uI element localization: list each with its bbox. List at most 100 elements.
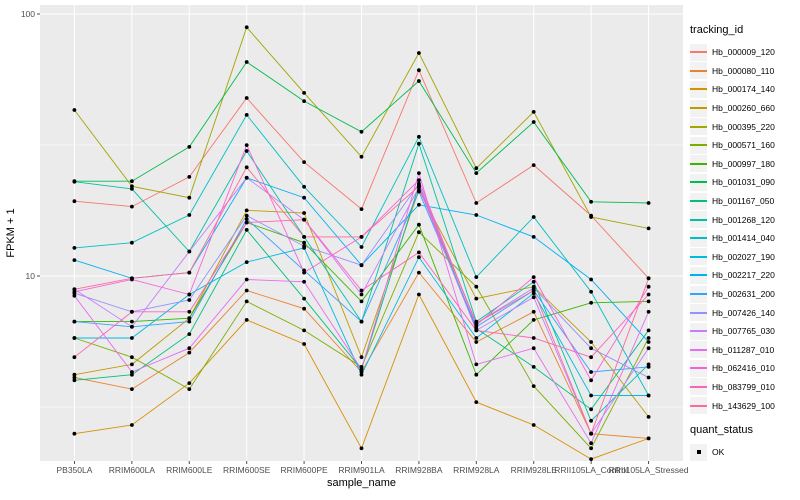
data-point <box>187 350 192 355</box>
data-point <box>531 110 536 114</box>
data-point <box>244 277 249 282</box>
legend-key-swatch <box>690 136 707 154</box>
data-point <box>130 240 134 245</box>
data-point <box>302 195 306 200</box>
data-point <box>417 184 421 189</box>
legend-key-line-icon <box>690 69 707 72</box>
data-point <box>646 393 651 398</box>
data-point <box>589 355 593 360</box>
data-point <box>130 204 134 209</box>
data-point <box>244 143 249 148</box>
legend-item: Hb_001414_040 <box>690 229 798 248</box>
data-point <box>359 319 364 324</box>
legend-key-line-icon <box>690 385 707 388</box>
data-point <box>531 235 536 239</box>
data-point <box>531 309 536 314</box>
data-point <box>72 246 77 250</box>
data-point <box>130 184 134 189</box>
data-point <box>646 415 651 419</box>
data-point <box>187 175 192 179</box>
legend-key-line-icon <box>690 162 707 165</box>
data-point <box>187 249 192 254</box>
legend-item-label: Hb_143629_100 <box>712 400 775 411</box>
x-tick-label: RRIM600PE <box>280 465 328 475</box>
quant-legend-title: quant_status <box>690 424 753 436</box>
data-point <box>187 292 192 297</box>
data-point <box>359 263 364 268</box>
data-point <box>531 120 536 124</box>
data-point <box>359 372 364 377</box>
data-point <box>302 160 306 165</box>
data-point <box>72 319 77 324</box>
data-point <box>359 235 364 239</box>
data-point <box>474 328 479 333</box>
legend-item-label: Hb_002631_200 <box>712 289 775 300</box>
legend-item: Hb_000571_160 <box>690 136 798 155</box>
legend-key-line-icon <box>690 218 707 221</box>
legend-key-line-icon <box>690 88 707 91</box>
data-point <box>72 293 77 298</box>
data-point <box>244 165 249 170</box>
data-point <box>130 362 134 367</box>
legend-item: Hb_011287_010 <box>690 341 798 360</box>
legend-item-label: Hb_062416_010 <box>712 363 775 374</box>
data-point <box>531 279 536 284</box>
data-point <box>130 423 134 427</box>
legend-key-line-icon <box>690 144 707 147</box>
data-point <box>417 134 421 139</box>
y-tick-label: 100 <box>21 9 35 19</box>
data-point <box>531 275 536 279</box>
legend-key-line-icon <box>690 404 707 407</box>
data-point <box>646 328 651 333</box>
x-tick-label: RRIM928BA <box>395 465 443 475</box>
legend-item-label: Hb_002027_190 <box>712 251 775 262</box>
data-point <box>589 289 593 294</box>
data-point <box>589 215 593 219</box>
data-point <box>187 332 192 336</box>
legend-key-line-icon <box>690 367 707 370</box>
data-point <box>417 171 421 176</box>
data-point <box>302 240 306 245</box>
data-point <box>359 207 364 212</box>
data-point <box>359 154 364 159</box>
data-point <box>359 129 364 134</box>
data-point <box>130 324 134 329</box>
legend-key-line-icon <box>690 125 707 128</box>
data-point <box>474 372 479 377</box>
data-point <box>474 275 479 279</box>
data-point <box>474 321 479 326</box>
data-point <box>302 279 306 284</box>
data-point <box>244 208 249 213</box>
data-point <box>589 277 593 282</box>
data-point <box>302 342 306 346</box>
data-point <box>72 355 77 360</box>
data-point <box>244 217 249 221</box>
data-point <box>302 235 306 239</box>
data-point <box>589 441 593 446</box>
data-point <box>531 384 536 388</box>
data-point <box>417 141 421 146</box>
legend-key-swatch <box>690 192 707 210</box>
data-point <box>244 228 249 232</box>
x-axis-title: sample_name <box>326 477 397 489</box>
data-point <box>531 215 536 219</box>
data-point <box>187 319 192 324</box>
data-point <box>302 270 306 275</box>
data-point <box>417 202 421 207</box>
data-point <box>302 306 306 311</box>
data-point <box>359 355 364 360</box>
data-point <box>531 346 536 351</box>
legend-key-swatch <box>690 43 707 61</box>
data-point <box>646 375 651 380</box>
data-point <box>302 217 306 222</box>
data-point <box>130 319 134 324</box>
data-point <box>302 211 306 215</box>
legend-key-swatch <box>690 229 707 247</box>
legend-key-line-icon <box>690 51 707 54</box>
data-point <box>187 381 192 385</box>
legend-key-swatch <box>690 118 707 136</box>
data-point <box>417 270 421 275</box>
data-point <box>302 99 306 103</box>
legend-key-line-icon <box>690 107 707 110</box>
data-point <box>474 340 479 344</box>
